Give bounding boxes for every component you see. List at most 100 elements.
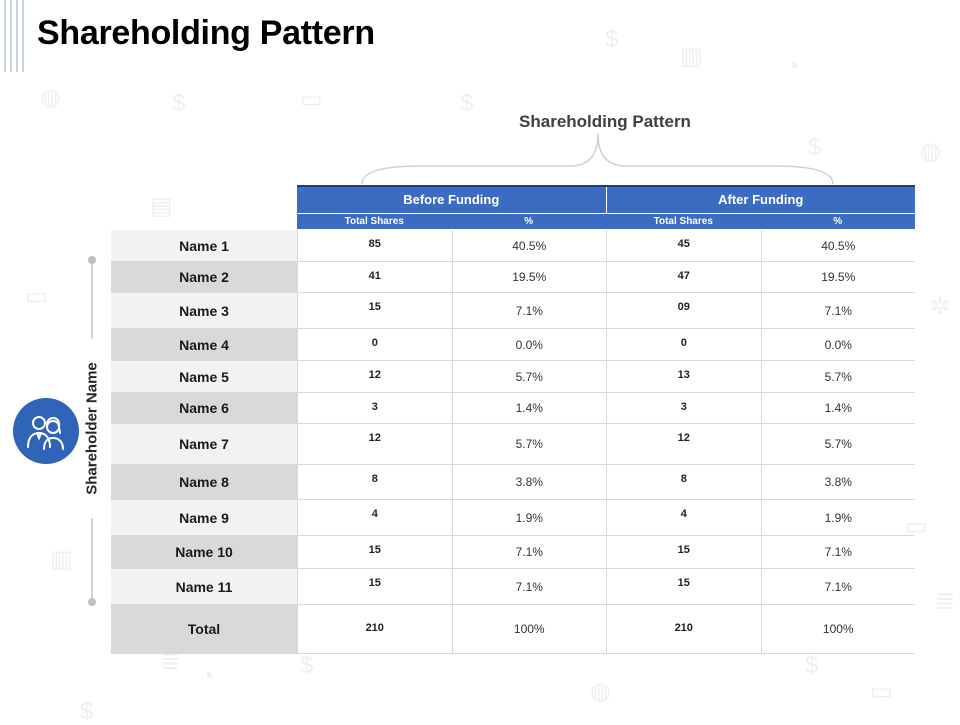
shareholder-name: Name 5 [111, 361, 297, 392]
table-row: Name 5 12 5.7% 13 5.7% [111, 361, 915, 393]
stack-icon: ≣ [935, 588, 956, 615]
after-total-shares: 15 [606, 569, 761, 604]
before-percent: 5.7% [451, 424, 607, 464]
before-total-shares: 210 [297, 605, 452, 653]
before-total-shares: 12 [297, 361, 452, 392]
table-row: Name 8 8 3.8% 8 3.8% [111, 465, 915, 500]
before-total-shares: 41 [297, 262, 452, 292]
page-title: Shareholding Pattern [37, 14, 375, 52]
before-percent: 7.1% [451, 536, 607, 568]
before-total-shares: 85 [297, 230, 452, 261]
shareholder-name: Name 8 [111, 465, 297, 499]
cash-icon: ▭ [25, 283, 48, 310]
table-row: Name 9 4 1.9% 4 1.9% [111, 500, 915, 536]
after-percent: 5.7% [760, 361, 916, 392]
before-total-shares: 4 [297, 500, 452, 535]
after-total-shares: 09 [606, 293, 761, 328]
after-total-shares: 13 [606, 361, 761, 392]
shareholder-name: Name 3 [111, 293, 297, 328]
after-total-shares-header: Total Shares [653, 216, 713, 227]
before-total-shares: 12 [297, 424, 452, 464]
after-percent: 5.7% [760, 424, 916, 464]
before-percent: 7.1% [451, 569, 607, 604]
before-percent: 7.1% [451, 293, 607, 328]
table-row: Name 4 0 0.0% 0 0.0% [111, 329, 915, 361]
after-percent: 19.5% [760, 262, 916, 292]
after-percent: 7.1% [760, 536, 916, 568]
after-total-shares: 210 [606, 605, 761, 653]
after-funding-header: After Funding [718, 192, 804, 207]
before-percent: 40.5% [451, 230, 607, 261]
piggy-bank-icon: ◔ [200, 663, 215, 690]
before-percent: 5.7% [451, 361, 607, 392]
after-total-shares: 4 [606, 500, 761, 535]
before-percent: 1.9% [451, 500, 607, 535]
gear-icon: ✲ [930, 293, 951, 320]
shareholder-name: Name 10 [111, 536, 297, 568]
building-icon: ▥ [50, 546, 73, 573]
before-funding-header: Before Funding [297, 187, 607, 213]
shareholder-name-label: Shareholder Name [83, 338, 101, 519]
before-percent: 19.5% [451, 262, 607, 292]
cash-icon: ▭ [300, 86, 323, 113]
after-percent: 3.8% [760, 465, 916, 499]
people-icon [27, 416, 64, 450]
money-bag-icon: ◍ [920, 138, 941, 165]
table-row: Name 3 15 7.1% 09 7.1% [111, 293, 915, 329]
shareholder-name: Name 4 [111, 329, 297, 360]
shareholding-table: Name 1 85 40.5% 45 40.5% Name 2 41 19.5%… [111, 230, 915, 654]
funding-group-header: Before Funding After Funding [297, 185, 915, 213]
before-total-shares: 0 [297, 329, 452, 360]
table-row: Name 11 15 7.1% 15 7.1% [111, 569, 915, 605]
chart-icon: ▤ [150, 193, 173, 220]
before-total-shares: 8 [297, 465, 452, 499]
after-percent: 1.4% [760, 393, 916, 423]
total-row: Total 210 100% 210 100% [111, 605, 915, 654]
money-bag-icon: ◍ [590, 678, 611, 705]
shareholders-icon [13, 398, 79, 464]
table-heading: Shareholding Pattern [519, 112, 691, 131]
shareholder-name: Name 6 [111, 393, 297, 423]
before-percent: 0.0% [451, 329, 607, 360]
after-percent: 1.9% [760, 500, 916, 535]
after-percent: 7.1% [760, 293, 916, 328]
before-percent: 100% [451, 605, 607, 653]
after-total-shares: 8 [606, 465, 761, 499]
cash-icon: ▭ [905, 513, 928, 540]
after-total-shares: 12 [606, 424, 761, 464]
cash-icon: ▭ [870, 678, 893, 705]
shareholder-name: Name 2 [111, 262, 297, 292]
piggy-bank-icon: ◔ [785, 53, 800, 80]
before-total-shares: 15 [297, 293, 452, 328]
shareholder-name: Name 7 [111, 424, 297, 464]
divider-top-dot [88, 256, 96, 264]
before-total-shares-header: Total Shares [344, 216, 404, 227]
dollar-coin-icon: $ [808, 134, 822, 161]
after-total-shares: 3 [606, 393, 761, 423]
decorative-lines [0, 0, 26, 72]
table-row: Name 6 3 1.4% 3 1.4% [111, 393, 915, 424]
table-row: Name 7 12 5.7% 12 5.7% [111, 424, 915, 465]
dollar-coin-icon: $ [172, 90, 186, 117]
total-label: Total [111, 605, 297, 653]
table-row: Name 10 15 7.1% 15 7.1% [111, 536, 915, 569]
dollar-coin-icon: $ [300, 652, 314, 679]
dollar-coin-icon: $ [605, 26, 619, 53]
shareholder-name: Name 9 [111, 500, 297, 535]
after-percent-header: % [833, 216, 843, 227]
building-icon: ▥ [680, 43, 703, 70]
dollar-coin-icon: $ [80, 698, 94, 725]
table-row: Name 1 85 40.5% 45 40.5% [111, 230, 915, 262]
brace-decoration [361, 133, 834, 184]
before-percent: 1.4% [451, 393, 607, 423]
after-percent: 100% [760, 605, 916, 653]
after-percent: 0.0% [760, 329, 916, 360]
before-total-shares: 3 [297, 393, 452, 423]
before-percent: 3.8% [451, 465, 607, 499]
after-percent: 40.5% [760, 230, 916, 261]
table-row: Name 2 41 19.5% 47 19.5% [111, 262, 915, 293]
dollar-coin-icon: $ [805, 652, 819, 679]
shareholder-name: Name 11 [111, 569, 297, 604]
divider-bottom-dot [88, 598, 96, 606]
before-percent-header: % [524, 216, 534, 227]
